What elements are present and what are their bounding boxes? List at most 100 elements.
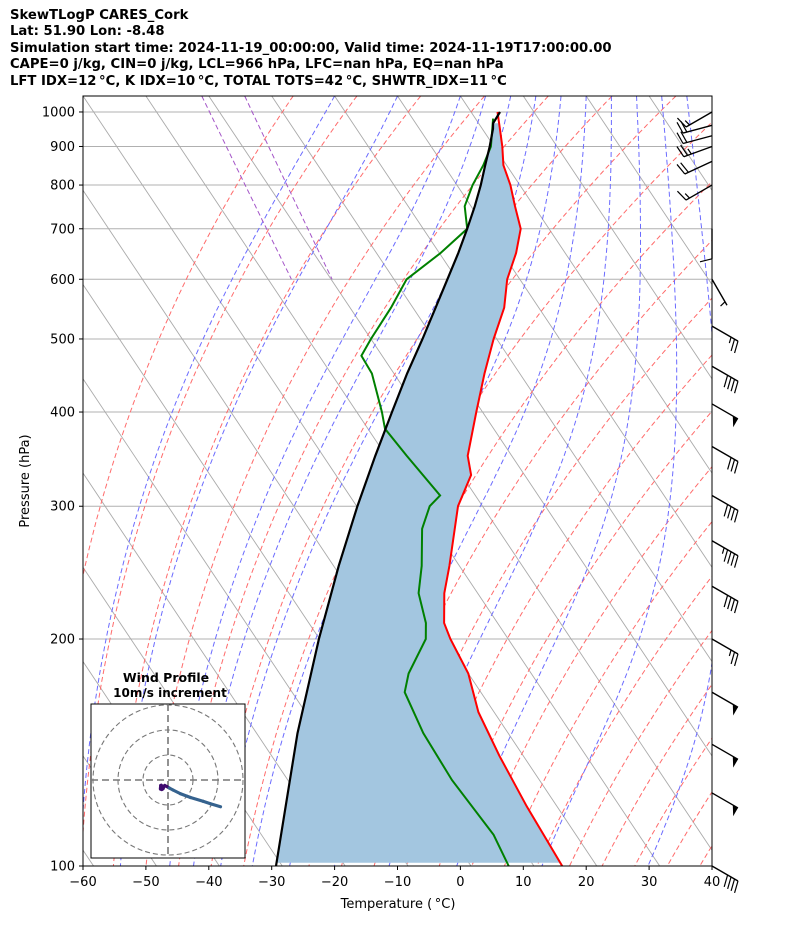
- barb-shaft: [711, 743, 739, 760]
- barb-feather: [727, 377, 732, 390]
- wind-barb: [711, 494, 739, 523]
- barb-shaft: [711, 638, 739, 655]
- y-tick-label: 1000: [42, 105, 75, 120]
- barb-feather: [730, 338, 736, 352]
- wind-barb: [699, 228, 713, 263]
- dry-adiabat: [112, 96, 422, 866]
- hodograph-title: Wind Profile: [123, 670, 209, 685]
- wind-barb: [676, 160, 713, 175]
- barb-shaft: [711, 403, 739, 420]
- barb-shaft: [711, 494, 739, 512]
- wind-barb: [711, 743, 739, 768]
- hodograph-inset: Wind Profile 10m/s increment: [90, 670, 246, 859]
- x-tick-label: 20: [578, 875, 595, 890]
- barb-pennant: [732, 415, 738, 428]
- barb-feather: [680, 144, 689, 156]
- dry-adiabat: [732, 96, 794, 866]
- barb-feather: [730, 379, 736, 392]
- barb-half-feather: [684, 193, 690, 199]
- moist-adiabat: [193, 96, 487, 866]
- y-tick-label: 500: [50, 332, 75, 347]
- time-line: Simulation start time: 2024-11-19_00:00:…: [10, 40, 612, 56]
- barb-feather: [680, 131, 688, 143]
- x-tick-label: 30: [641, 875, 658, 890]
- wind-barb: [711, 403, 739, 428]
- wind-barb: [711, 585, 739, 614]
- wind-barb: [711, 865, 739, 894]
- barb-pennant: [732, 704, 738, 716]
- x-tick-label: 10: [515, 875, 532, 890]
- dry-adiabat: [601, 683, 712, 866]
- wind-barb: [676, 144, 713, 158]
- dry-adiabat: [569, 629, 712, 866]
- barb-feather: [734, 381, 739, 394]
- barb-half-feather: [728, 649, 732, 657]
- barb-shaft: [683, 145, 713, 158]
- barb-shaft: [682, 124, 713, 134]
- x-tick-label: −10: [384, 875, 411, 890]
- hodograph-segment: [178, 792, 193, 800]
- barb-feather: [734, 461, 739, 474]
- moist-adiabat: [456, 96, 641, 866]
- y-tick-label: 900: [50, 140, 75, 155]
- barb-feather: [676, 122, 684, 134]
- barb-feather: [680, 162, 689, 173]
- barb-feather: [676, 132, 684, 144]
- x-tick-label: 40: [704, 875, 721, 890]
- barb-shaft: [685, 184, 713, 201]
- moist-adiabat: [169, 96, 461, 866]
- location-line: Lat: 51.90 Lon: -8.48: [10, 24, 165, 40]
- wind-barb: [711, 278, 728, 307]
- dry-adiabat: [438, 410, 712, 866]
- wind-barbs: [676, 111, 739, 894]
- isotherm: [83, 849, 94, 866]
- barb-shaft: [711, 540, 739, 557]
- isotherm: [83, 472, 346, 866]
- barb-feather: [734, 653, 739, 667]
- barb-feather: [727, 551, 732, 564]
- barb-feather: [727, 457, 732, 470]
- barb-shaft: [711, 865, 739, 882]
- barb-feather: [727, 506, 732, 519]
- mixing-ratio-line: [244, 96, 333, 280]
- moist-adiabat: [83, 96, 336, 818]
- moist-adiabat: [647, 96, 712, 866]
- barb-feather: [676, 164, 686, 175]
- cape-indices-line: CAPE=0 j/kg, CIN=0 j/kg, LCL=966 hPa, LF…: [10, 57, 504, 73]
- y-tick-label: 700: [50, 222, 75, 237]
- barb-half-feather: [720, 301, 726, 307]
- moist-adiabat: [541, 96, 678, 866]
- barb-feather: [676, 117, 687, 128]
- x-tick-label: −20: [321, 875, 348, 890]
- barb-shaft: [711, 585, 739, 602]
- parcel-profile: [274, 111, 501, 866]
- axes: −60 −50 −40 −30 −20 −10 0 10 20 30 40 100 200 300 400 5…: [42, 105, 720, 890]
- y-tick-label: 100: [50, 860, 75, 875]
- plot-area: [83, 96, 794, 866]
- barb-feather: [723, 375, 729, 388]
- y-tick-label: 200: [50, 633, 75, 648]
- mixing-ratio-line: [201, 96, 292, 280]
- barb-shaft: [711, 792, 739, 809]
- wind-barb: [676, 111, 713, 128]
- dry-adiabat: [83, 96, 294, 578]
- x-tick-label: −30: [258, 875, 285, 890]
- wind-barb: [711, 365, 739, 394]
- barb-pennant: [732, 804, 738, 817]
- wind-barb: [676, 131, 713, 145]
- moist-adiabat: [388, 96, 612, 866]
- wind-barb: [711, 325, 739, 354]
- barb-shaft: [682, 135, 713, 145]
- x-axis-label: Temperature ( °C): [340, 897, 456, 912]
- isotherm: [271, 96, 712, 757]
- hodograph-segment: [208, 802, 223, 809]
- barb-feather: [730, 553, 736, 566]
- dry-adiabat: [83, 96, 358, 839]
- barb-feather: [727, 876, 732, 890]
- isotherm: [334, 96, 712, 663]
- barb-half-feather: [728, 336, 732, 344]
- chart-title: SkewTLogP CARES_Cork: [10, 8, 189, 23]
- y-tick-label: 600: [50, 273, 75, 288]
- barb-shaft: [711, 445, 739, 463]
